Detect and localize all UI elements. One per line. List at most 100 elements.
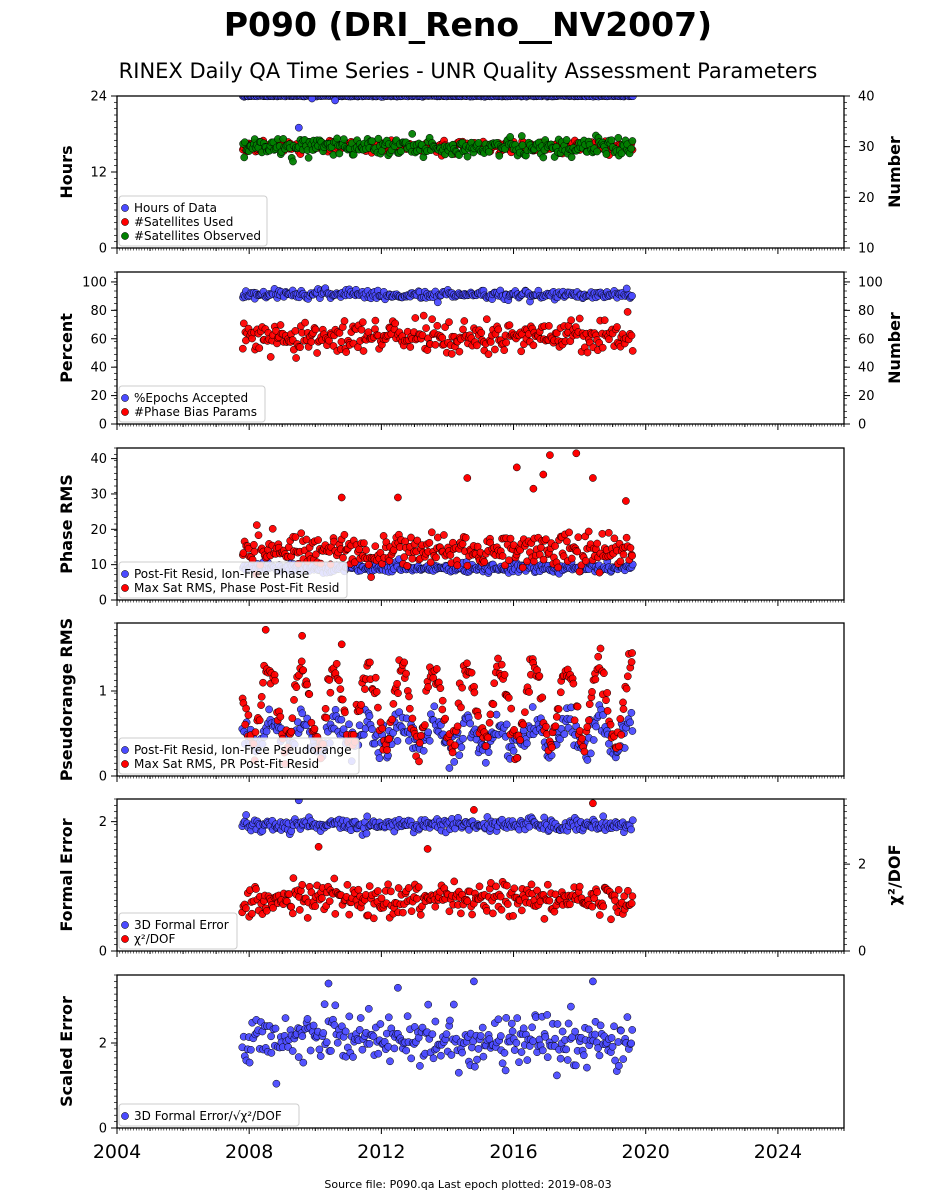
data-point [628,816,637,825]
data-point [252,521,261,529]
data-point [484,733,492,742]
data-point [463,152,472,161]
data-point [554,705,563,713]
y-tick-label-right: 0 [858,418,866,433]
data-point [457,909,465,918]
data-point [480,558,489,566]
data-point [525,688,533,696]
data-point [453,561,462,570]
data-point [627,331,636,340]
data-point [375,754,384,763]
data-point [357,700,365,709]
data-point [313,349,321,357]
data-point [371,542,380,551]
data-point [391,319,400,328]
y-tick-label-right: 100 [858,275,883,290]
data-point [614,133,623,142]
data-point [241,720,250,729]
data-point [567,316,575,325]
data-point [463,561,472,570]
data-point [400,658,409,667]
data-point [463,659,471,668]
data-point [421,721,429,729]
data-point-outlier [331,96,339,105]
data-point [295,906,304,914]
data-point [240,153,249,162]
y-tick-label: 1 [99,685,107,700]
data-point [405,704,414,713]
data-point [570,716,579,725]
data-point [408,714,417,723]
data-point [365,712,374,720]
legend-label: Max Sat RMS, PR Post-Fit Resid [134,757,319,771]
data-point [491,345,499,354]
y-tick-label-right: 30 [858,140,875,155]
data-point [305,690,314,699]
legend-label: #Satellites Observed [134,229,261,243]
data-point [459,325,467,334]
data-point [276,321,285,329]
data-point [500,346,509,355]
data-point-outlier [539,470,548,479]
data-point [593,888,601,896]
data-point [262,727,271,736]
y-tick-label: 0 [99,418,107,433]
data-point [516,736,525,744]
data-point [436,684,445,693]
data-point [326,688,335,697]
data-point [588,902,597,911]
data-point [360,539,368,547]
data-point [619,698,627,707]
data-point [595,568,604,577]
data-point [575,882,584,891]
series-3 [239,130,637,166]
data-point [521,708,529,717]
data-point [318,894,326,902]
legend-label: Post-Fit Resid, Ion-Free Pseudorange [134,743,352,757]
data-point [543,880,552,889]
data-point [492,882,500,891]
data-point [613,323,621,331]
data-point [580,747,589,756]
y-tick-label: 60 [90,332,107,347]
data-point [505,321,514,329]
data-point [626,718,634,727]
y-axis-right: 10 20 30 40 [844,90,875,257]
y-tick-label: 20 [90,389,107,404]
legend-marker [121,204,129,212]
data-point [378,724,387,733]
y-tick-label: 0 [99,594,107,609]
data-point [321,704,330,713]
data-point [606,720,615,729]
data-point [535,672,544,680]
data-point [583,348,592,357]
data-point [408,130,417,138]
data-point [359,347,368,355]
data-point [441,714,450,723]
data-point [589,736,598,744]
data-point [445,764,454,772]
data-point [337,337,346,346]
data-point [407,907,416,916]
data-point [591,675,600,684]
y-tick-label-right: 10 [858,242,875,257]
data-point [622,684,631,693]
y-tick-label: 0 [99,770,107,785]
data-point [457,743,466,752]
data-points [238,284,637,362]
data-point [556,688,565,697]
data-point [602,696,610,705]
data-point [428,315,436,324]
series-1 [239,284,636,307]
data-point [474,139,483,147]
data-point [440,531,448,539]
data-point [583,756,592,764]
data-point [466,719,475,728]
data-point [598,529,607,538]
data-point [257,692,266,701]
data-point [339,135,348,143]
legend: Hours of Data#Satellites Used#Satellites… [118,195,268,247]
data-point [509,912,517,920]
data-point [393,679,401,688]
